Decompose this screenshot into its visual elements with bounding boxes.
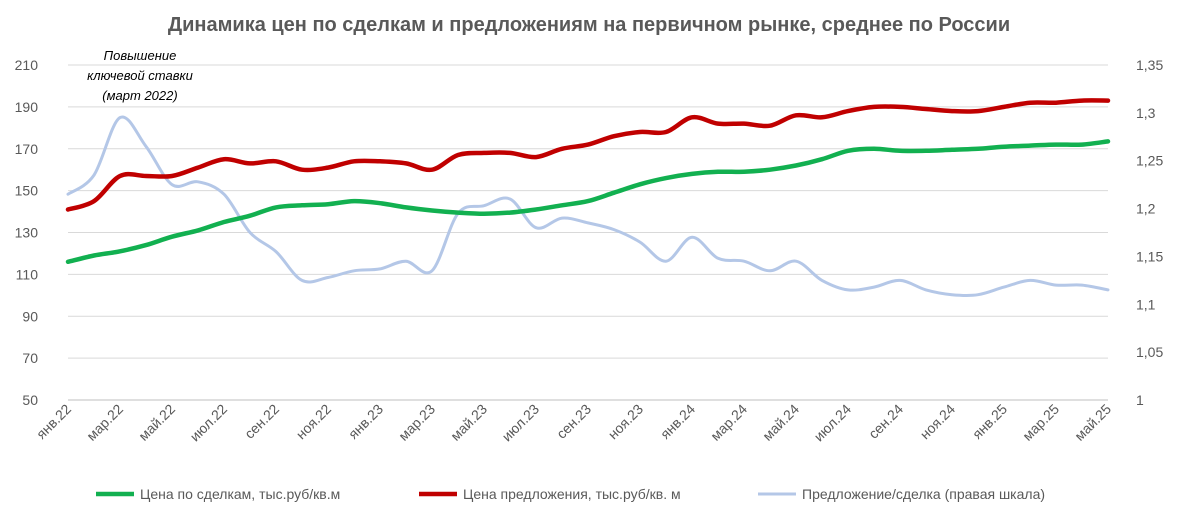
x-tick-label: июл.24 [811, 401, 855, 445]
x-tick-label: ноя.22 [293, 401, 335, 443]
x-tick-label: мар.23 [395, 401, 438, 444]
x-tick-label: май.24 [759, 401, 802, 444]
right-tick-label: 1,2 [1136, 201, 1156, 217]
x-tick-label: янв.22 [33, 401, 74, 442]
legend-label: Цена по сделкам, тыс.руб/кв.м [140, 486, 340, 502]
right-tick-label: 1,3 [1136, 105, 1156, 121]
right-tick-label: 1 [1136, 392, 1144, 408]
left-tick-label: 50 [22, 392, 38, 408]
x-tick-label: сен.23 [553, 401, 594, 442]
x-tick-label: май.23 [447, 401, 490, 444]
annotation-text: Повышение [104, 48, 177, 63]
left-tick-label: 190 [15, 99, 39, 115]
x-tick-label: июл.22 [187, 401, 231, 445]
x-tick-label: мар.24 [707, 401, 750, 444]
annotation-text: (март 2022) [102, 88, 177, 103]
chart-title: Динамика цен по сделкам и предложениям н… [167, 14, 1011, 36]
x-tick-label: мар.22 [83, 401, 126, 444]
x-tick-label: июл.23 [499, 401, 543, 445]
left-tick-label: 210 [15, 57, 39, 73]
right-tick-label: 1,35 [1136, 57, 1163, 73]
x-tick-label: ноя.24 [917, 401, 959, 443]
x-tick-label: май.22 [135, 401, 178, 444]
right-tick-label: 1,05 [1136, 344, 1163, 360]
x-tick-label: янв.23 [345, 401, 386, 442]
left-tick-label: 150 [15, 183, 39, 199]
legend-label: Предложение/сделка (правая шкала) [802, 486, 1045, 502]
left-tick-label: 70 [22, 350, 38, 366]
x-tick-label: май.25 [1071, 401, 1114, 444]
x-tick-label: ноя.23 [605, 401, 647, 443]
x-tick-label: сен.24 [865, 401, 906, 442]
x-tick-label: мар.25 [1019, 401, 1062, 444]
legend-label: Цена предложения, тыс.руб/кв. м [463, 486, 681, 502]
right-tick-label: 1,25 [1136, 153, 1163, 169]
annotation-text: ключевой ставки [87, 68, 193, 83]
left-tick-label: 170 [15, 141, 39, 157]
x-tick-label: янв.24 [657, 401, 698, 442]
series-line-deal-price [65, 139, 1111, 265]
right-tick-label: 1,1 [1136, 296, 1156, 312]
left-tick-label: 130 [15, 225, 39, 241]
x-tick-label: сен.22 [241, 401, 282, 442]
left-tick-label: 110 [16, 266, 39, 282]
x-tick-label: янв.25 [969, 401, 1010, 442]
right-tick-label: 1,15 [1136, 248, 1163, 264]
left-tick-label: 90 [22, 308, 38, 324]
series-line-offer-price [65, 98, 1111, 212]
